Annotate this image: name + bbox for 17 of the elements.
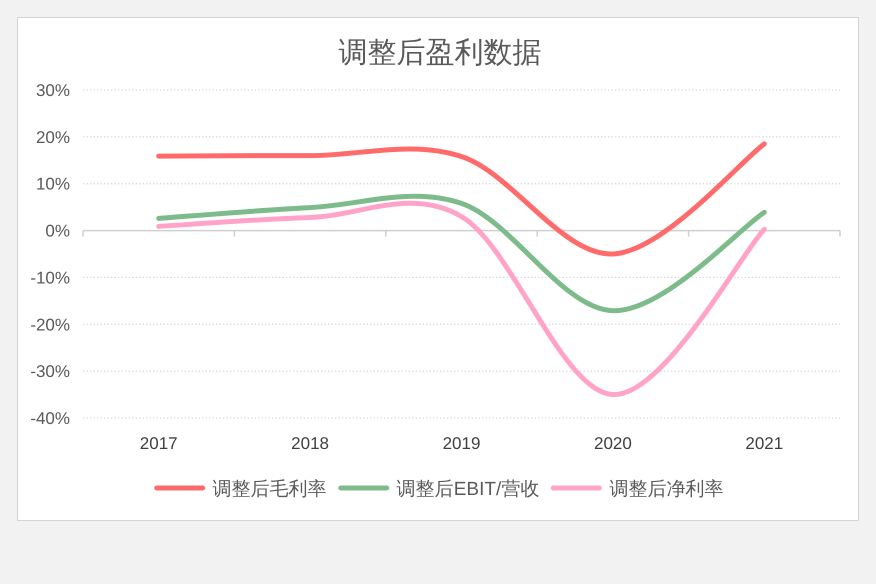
legend-label: 调整后毛利率 — [212, 478, 327, 500]
y-tick-label: 0% — [45, 222, 70, 241]
y-tick-label: -10% — [30, 268, 70, 288]
y-tick-label: 20% — [36, 128, 70, 147]
y-tick-label: -40% — [30, 409, 70, 428]
x-tick-label: 2021 — [745, 434, 784, 453]
x-tick-label: 2020 — [594, 434, 632, 453]
x-tick-label: 2018 — [291, 434, 330, 453]
y-tick-label: 30% — [36, 81, 70, 100]
x-tick-label: 2019 — [442, 434, 480, 453]
y-tick-label: 10% — [36, 174, 70, 194]
chart-title: 调整后盈利数据 — [338, 37, 542, 69]
y-tick-label: -20% — [30, 315, 70, 334]
y-tick-label: -30% — [30, 362, 70, 382]
legend-label: 调整后EBIT/营收 — [396, 479, 540, 500]
x-tick-label: 2017 — [140, 434, 178, 453]
legend-label: 调整后净利率 — [609, 478, 724, 500]
